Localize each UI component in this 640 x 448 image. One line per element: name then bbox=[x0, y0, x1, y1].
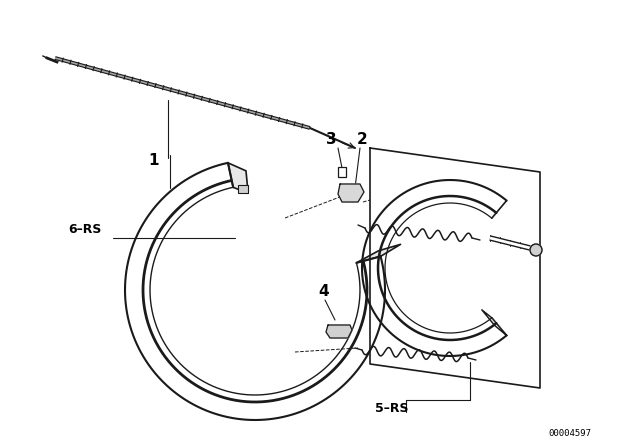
Text: 3: 3 bbox=[326, 132, 337, 147]
Bar bbox=[338, 167, 346, 177]
Polygon shape bbox=[228, 163, 248, 193]
Text: 00004597: 00004597 bbox=[548, 429, 591, 438]
Text: 4: 4 bbox=[318, 284, 328, 299]
Text: 1: 1 bbox=[148, 153, 159, 168]
Polygon shape bbox=[326, 325, 352, 338]
Bar bbox=[238, 185, 248, 193]
Circle shape bbox=[530, 244, 542, 256]
Text: 5–RS: 5–RS bbox=[375, 402, 408, 415]
Text: 6–RS: 6–RS bbox=[68, 223, 101, 236]
Polygon shape bbox=[356, 244, 401, 263]
Polygon shape bbox=[338, 184, 364, 202]
Text: 2: 2 bbox=[357, 132, 368, 147]
Polygon shape bbox=[482, 310, 507, 336]
